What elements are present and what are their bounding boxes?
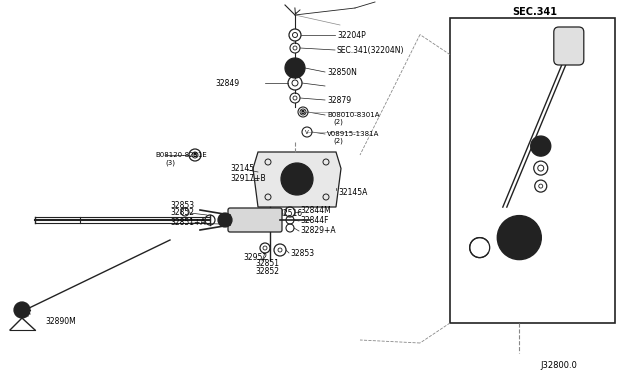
FancyBboxPatch shape [228, 208, 282, 232]
Circle shape [287, 169, 307, 189]
Circle shape [218, 213, 232, 227]
Text: 32145A: 32145A [338, 187, 367, 196]
Text: 32890M: 32890M [45, 317, 76, 327]
Text: SEC.341: SEC.341 [512, 7, 557, 17]
Text: 32879: 32879 [327, 96, 351, 105]
Circle shape [503, 222, 535, 254]
Text: (3): (3) [165, 160, 175, 166]
Text: 32852: 32852 [255, 266, 279, 276]
Text: 32853: 32853 [290, 248, 314, 257]
Polygon shape [253, 152, 341, 207]
Text: 32829+A: 32829+A [300, 225, 335, 234]
Circle shape [281, 163, 313, 195]
Text: V: V [305, 129, 309, 135]
Text: 32849: 32849 [215, 78, 239, 87]
Text: B: B [193, 153, 197, 157]
Text: 32204P: 32204P [337, 31, 365, 39]
Text: 32853: 32853 [170, 201, 194, 209]
Text: 32850N: 32850N [327, 67, 357, 77]
Circle shape [497, 216, 541, 260]
Text: 32851+A: 32851+A [170, 218, 205, 227]
Circle shape [285, 58, 305, 78]
Text: 32844M: 32844M [300, 205, 331, 215]
Text: J32800.0: J32800.0 [540, 360, 577, 369]
Text: 32844F: 32844F [300, 215, 328, 224]
Text: (2): (2) [333, 119, 343, 125]
Text: 32851: 32851 [255, 259, 279, 267]
Text: B08120-8251E: B08120-8251E [155, 152, 207, 158]
Circle shape [535, 140, 547, 152]
Bar [450, 18, 615, 323]
Circle shape [531, 136, 551, 156]
Text: B08010-8301A: B08010-8301A [327, 112, 380, 118]
Text: 32145: 32145 [230, 164, 254, 173]
Text: 32516: 32516 [278, 208, 302, 218]
FancyBboxPatch shape [554, 27, 584, 65]
Text: B: B [301, 109, 305, 115]
Text: SEC.341(32204N): SEC.341(32204N) [337, 45, 404, 55]
Text: 32917+B: 32917+B [230, 173, 266, 183]
Circle shape [511, 230, 527, 246]
Text: 32952: 32952 [243, 253, 267, 263]
Text: V08915-1381A: V08915-1381A [327, 131, 380, 137]
Text: (2): (2) [333, 138, 343, 144]
Circle shape [14, 302, 30, 318]
Text: 32852: 32852 [170, 208, 194, 217]
